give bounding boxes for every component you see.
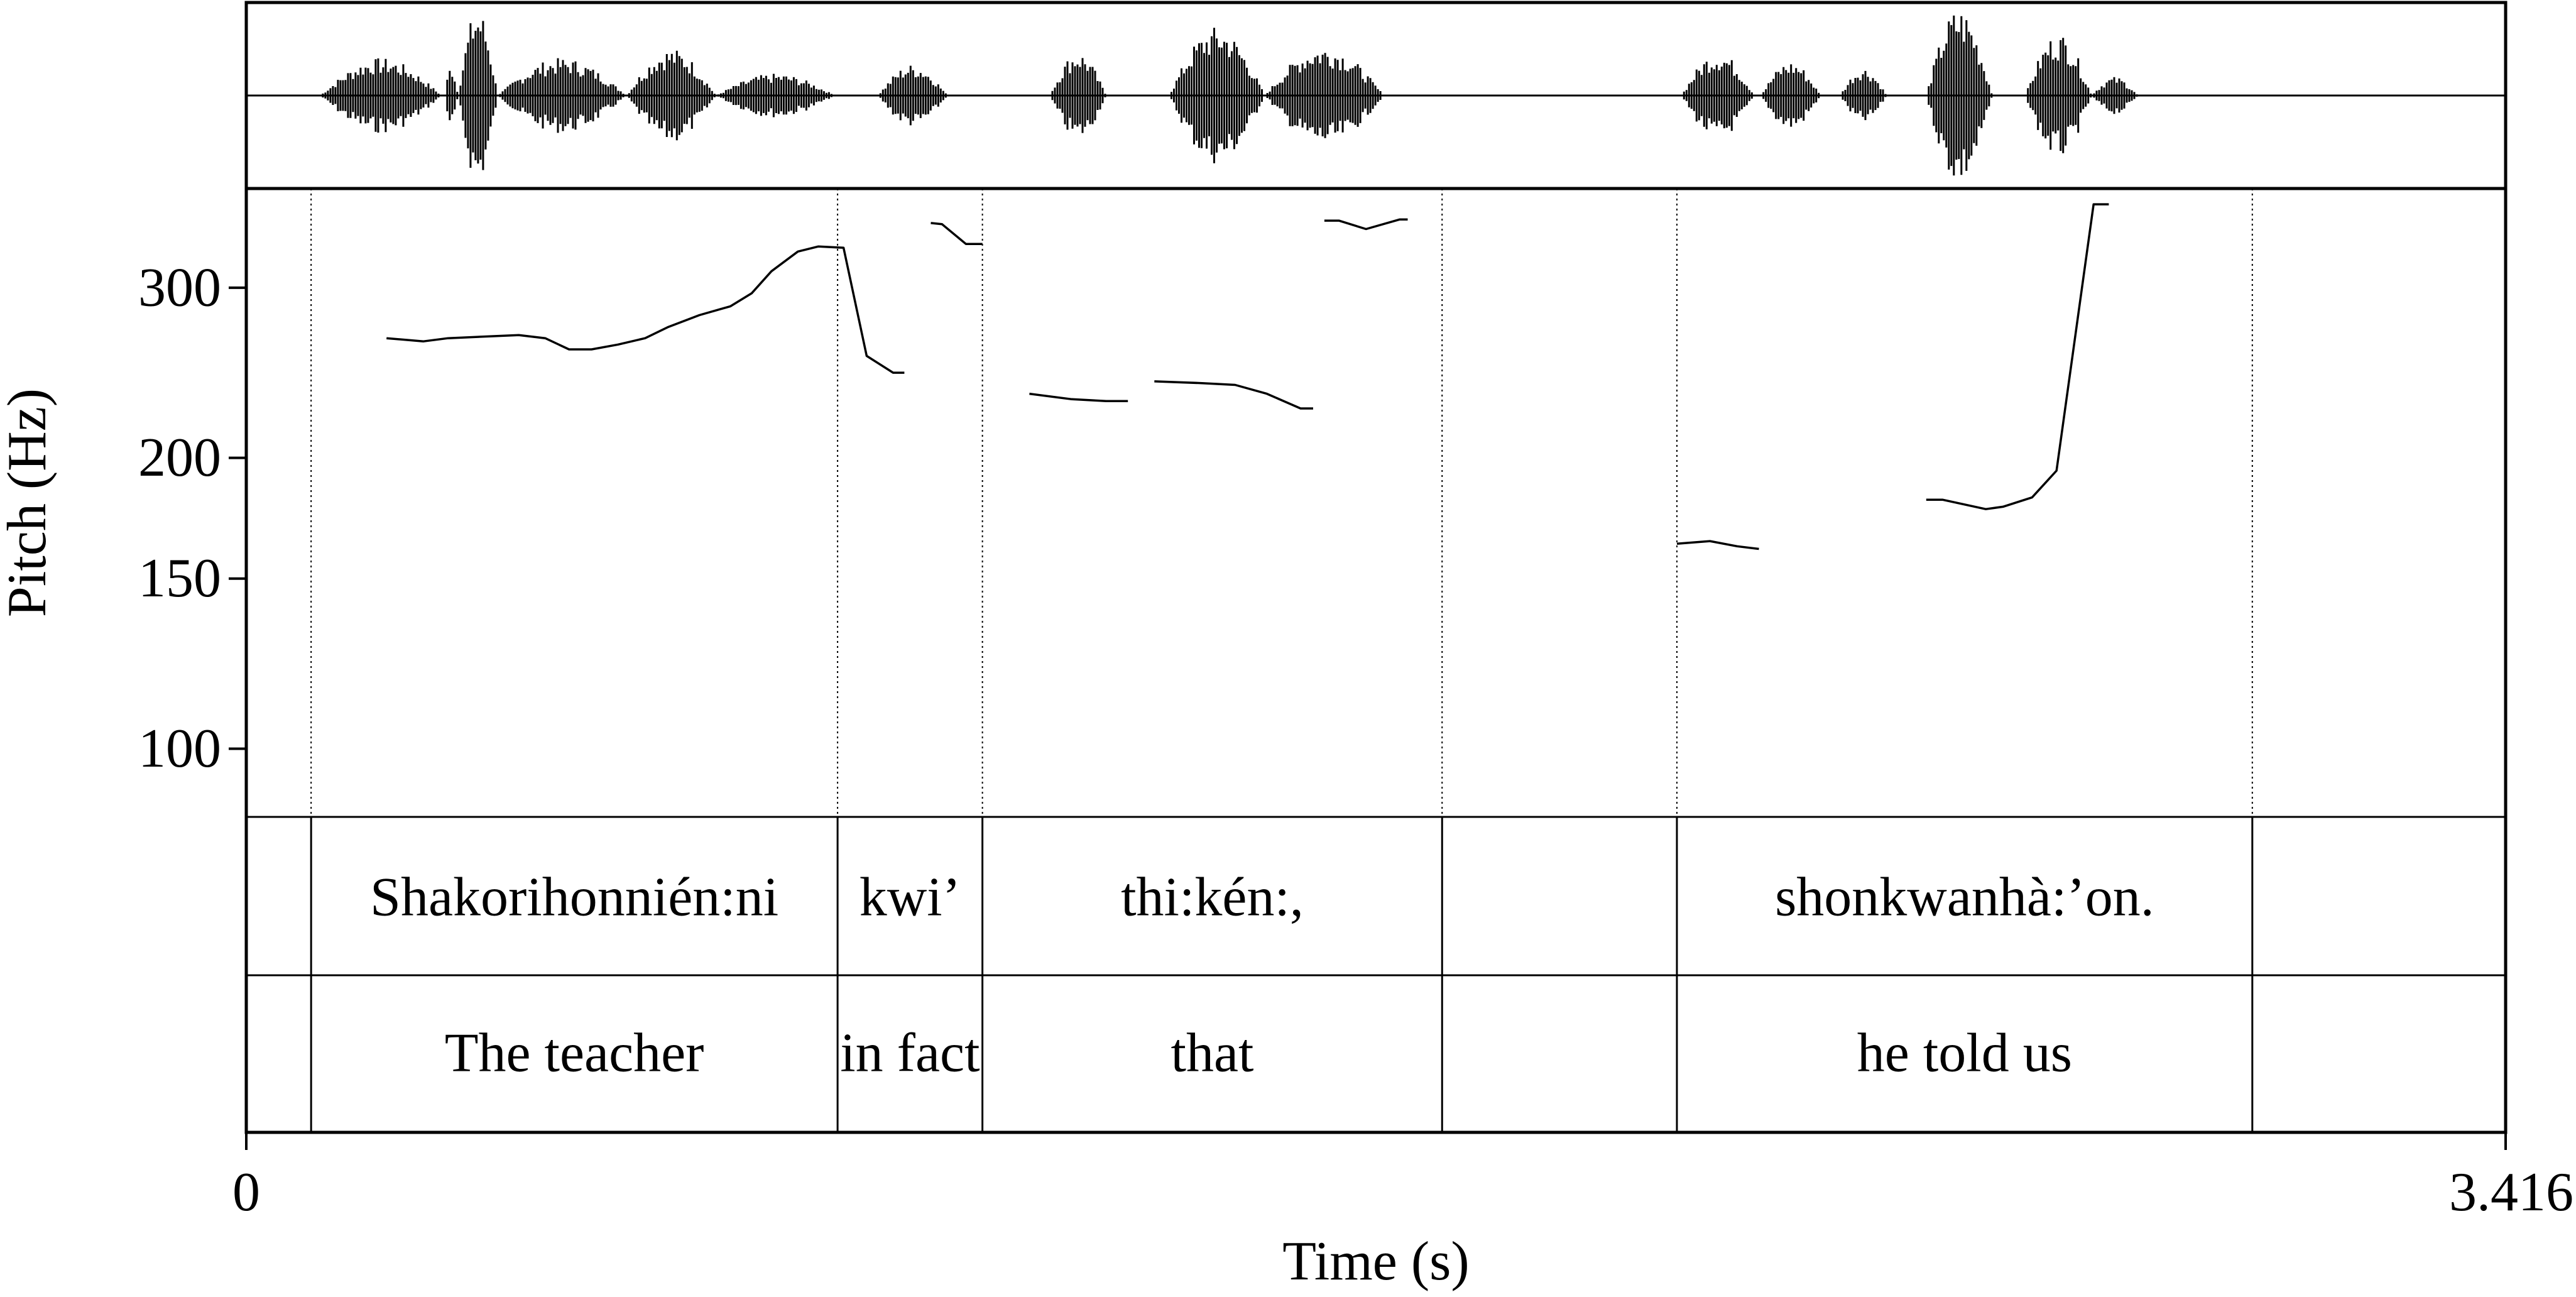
- tier-2-label-0: The teacher: [445, 1023, 704, 1084]
- pitch-segment-5: [1677, 541, 1759, 549]
- chart-frames: [246, 3, 2506, 1132]
- x-axis: 0 3.416: [232, 1132, 2573, 1223]
- pitch-segment-1: [931, 223, 983, 244]
- x-tick-label-1: 3.416: [2449, 1162, 2573, 1223]
- x-axis-label: Time (s): [1282, 1231, 1469, 1292]
- tier-2-label-3: he told us: [1857, 1023, 2072, 1084]
- pitch-segment-3: [1154, 381, 1313, 408]
- pitch-frame: [246, 189, 2506, 1132]
- y-tick-label-3: 300: [138, 257, 221, 318]
- pitch-segment-0: [386, 246, 904, 373]
- y-tick-label-2: 200: [138, 427, 221, 488]
- tier-2-label-2: that: [1171, 1023, 1254, 1084]
- tier-2-label-1: in fact: [840, 1023, 980, 1084]
- x-tick-label-0: 0: [232, 1162, 260, 1223]
- pitch-segment-6: [1926, 204, 2109, 509]
- tier-1-label-0: Shakorihonnién:ni: [370, 867, 778, 928]
- tier-1-label-3: shonkwanhà:’on.: [1775, 867, 2154, 928]
- y-axis: 100 150 200 300: [138, 257, 246, 779]
- pitch-contour: [386, 204, 2109, 549]
- pitch-segment-4: [1324, 219, 1408, 229]
- y-tick-label-1: 150: [138, 548, 221, 609]
- y-axis-label: Pitch (Hz): [0, 388, 58, 617]
- pitch-segment-2: [1029, 394, 1128, 402]
- tier-1-label-1: kwi’: [860, 867, 961, 928]
- interval-boundaries: [311, 189, 2252, 1132]
- y-tick-label-0: 100: [138, 718, 221, 779]
- waveform: [246, 16, 2506, 176]
- tier-1-label-2: thi:kén:,: [1121, 867, 1304, 928]
